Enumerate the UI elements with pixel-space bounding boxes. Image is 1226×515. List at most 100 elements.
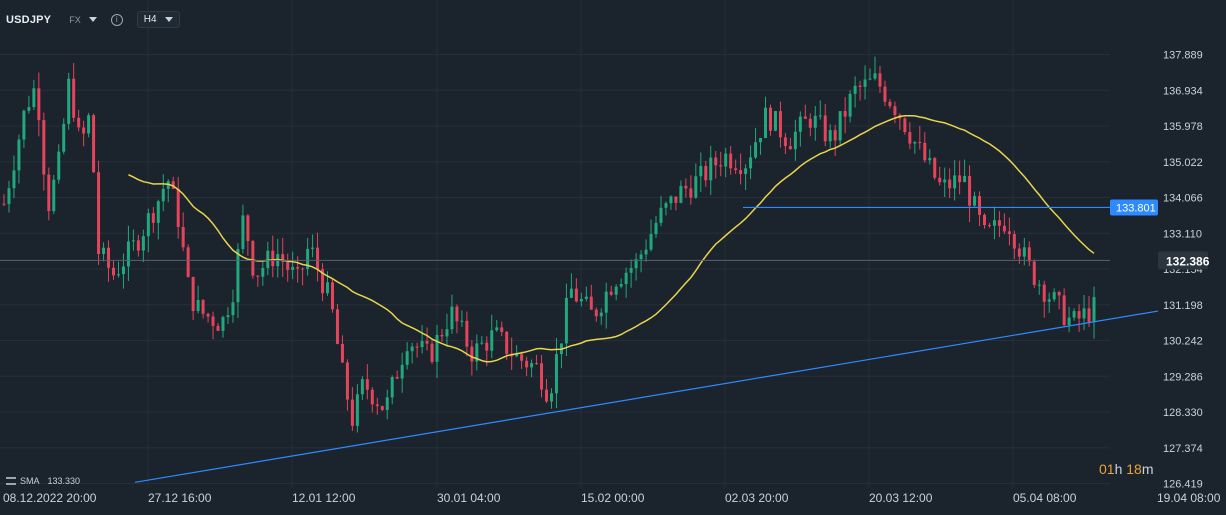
candle-down [540, 363, 544, 390]
candle-up [495, 327, 499, 331]
candle-up [709, 157, 713, 181]
x-tick-label: 08.12.2022 20:00 [3, 491, 97, 505]
candle-countdown: 01h 18m [1099, 461, 1154, 477]
candle-down [893, 106, 897, 116]
market-label: FX [69, 14, 81, 25]
candle-up [813, 115, 817, 128]
candle-up [664, 203, 668, 208]
candle-up [141, 236, 145, 251]
candle-up [724, 153, 728, 167]
candle-down [136, 240, 140, 251]
candle-down [1087, 308, 1091, 323]
y-tick-label: 133.110 [1163, 228, 1202, 240]
candle-up [530, 363, 534, 368]
candle-down [739, 170, 743, 175]
candle-up [754, 142, 758, 158]
candle-down [2, 203, 6, 205]
candle-up [420, 340, 424, 347]
y-tick-label: 126.419 [1163, 479, 1203, 491]
candle-down [321, 269, 325, 294]
y-tick-label: 137.889 [1163, 50, 1203, 62]
candle-down [808, 118, 812, 128]
candle-down [330, 282, 334, 310]
candle-up [963, 176, 967, 183]
symbol-dropdown-icon[interactable] [88, 17, 97, 22]
candle-down [47, 174, 51, 212]
candle-up [992, 220, 996, 226]
timeframe-selector[interactable]: H4 [136, 11, 180, 28]
candle-down [201, 299, 205, 314]
candle-down [689, 188, 693, 198]
price-axis[interactable]: 137.889 136.934 135.978 135.022 134.066 133.1… [1110, 50, 1210, 491]
candle-up [226, 315, 230, 318]
overlay-lines [0, 114, 1159, 483]
candle-down [216, 325, 220, 331]
candle-down [609, 291, 613, 295]
candle-down [783, 137, 787, 147]
candle-down [843, 111, 847, 117]
candle-down [704, 165, 708, 181]
candle-down [37, 88, 41, 121]
candle-up [7, 188, 11, 204]
candle-down [978, 196, 982, 215]
sma-line [128, 114, 1095, 363]
chevron-down-icon [164, 17, 173, 22]
candle-down [82, 127, 86, 134]
candle-down [520, 354, 524, 361]
candle-down [465, 320, 469, 347]
y-tick-label: 136.934 [1163, 85, 1203, 97]
candle-down [958, 175, 962, 183]
x-tick-label: 05.04 08:00 [1013, 491, 1077, 505]
candle-down [415, 346, 419, 348]
candle-down [684, 185, 688, 189]
candle-up [669, 196, 673, 204]
candle-up [231, 302, 235, 316]
candle-up [1082, 308, 1086, 319]
candle-down [370, 389, 374, 405]
candle-down [574, 288, 578, 302]
countdown-hours: 01 [1099, 461, 1115, 477]
candle-up [1047, 299, 1051, 302]
candle-up [629, 268, 633, 273]
candle-down [589, 296, 593, 310]
candle-up [460, 320, 464, 322]
y-tick-label: 128.330 [1163, 407, 1203, 419]
candle-down [1077, 311, 1081, 319]
candle-down [948, 179, 952, 189]
candle-down [485, 342, 489, 351]
candle-up [1022, 247, 1026, 257]
candle-up [306, 248, 310, 269]
timeframe-label: H4 [143, 14, 157, 25]
candle-down [350, 399, 354, 426]
candle-down [1042, 284, 1046, 302]
indicator-legend[interactable]: SMA 133.330 [6, 476, 80, 486]
candles [2, 56, 1096, 433]
candle-down [987, 225, 991, 227]
candle-up [838, 111, 842, 141]
candle-down [1062, 295, 1066, 326]
info-icon[interactable]: i [110, 13, 123, 26]
candle-down [365, 379, 369, 390]
x-tick-label: 12.01 12:00 [292, 491, 356, 505]
candle-down [968, 176, 972, 206]
candle-down [729, 153, 733, 169]
candle-up [116, 274, 120, 276]
symbol-label[interactable]: USDJPY [6, 13, 52, 26]
candle-up [818, 115, 822, 117]
y-tick-label: 135.022 [1163, 157, 1203, 169]
countdown-hours-unit: h [1114, 461, 1123, 477]
candle-down [256, 275, 260, 277]
candle-up [943, 179, 947, 183]
candle-up [549, 393, 553, 402]
candle-down [923, 142, 927, 161]
candle-up [1037, 284, 1041, 286]
support-trendline[interactable] [134, 310, 1159, 483]
candle-up [121, 266, 125, 275]
y-tick-label: 131.198 [1163, 300, 1203, 312]
indicator-settings-icon[interactable] [6, 477, 16, 485]
candle-up [749, 157, 753, 169]
time-axis[interactable]: 08.12.2022 20:00 27.12 16:00 12.01 12:00 30… [3, 491, 1221, 505]
candle-down [335, 309, 339, 344]
candle-up [326, 282, 330, 294]
